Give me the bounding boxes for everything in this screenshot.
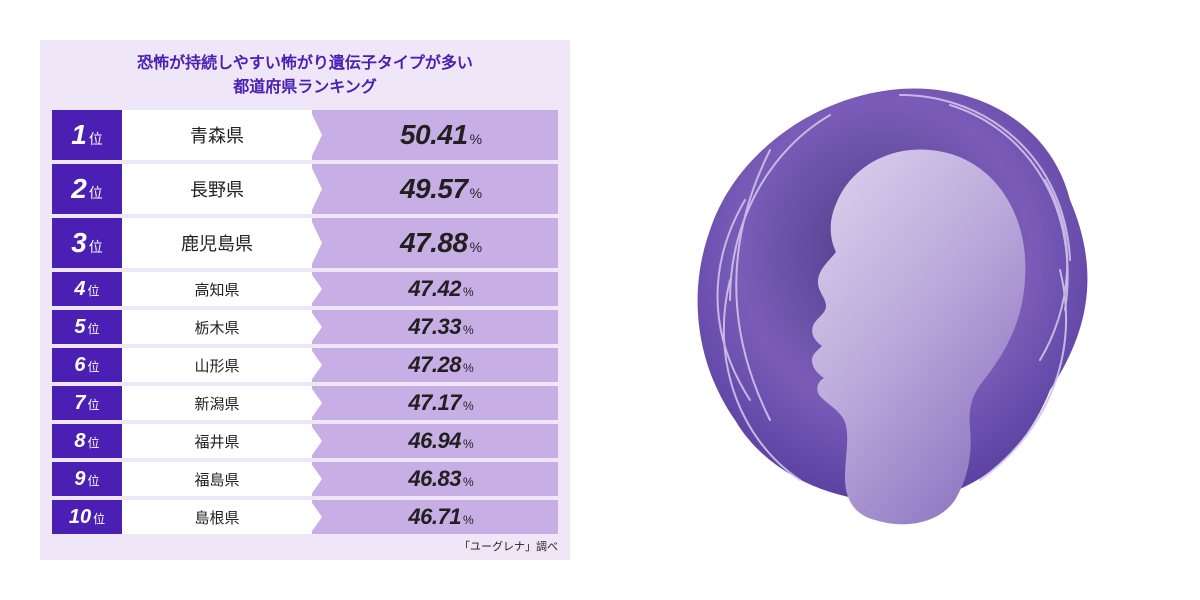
- percent-value: 46.83: [408, 462, 461, 496]
- prefecture-cell: 山形県: [122, 348, 312, 382]
- rank-suffix: 位: [88, 282, 100, 299]
- percent-sign: %: [463, 285, 474, 299]
- percent-value: 50.41: [400, 110, 468, 160]
- rank-number: 2: [71, 164, 87, 214]
- percent-cell: 46.83%: [312, 462, 558, 496]
- percent-value: 46.94: [408, 424, 461, 458]
- percent-value: 47.88: [400, 218, 468, 268]
- rank-badge: 10位: [52, 500, 122, 534]
- prefecture-cell: 新潟県: [122, 386, 312, 420]
- rank-number: 6: [74, 348, 85, 382]
- percent-cell: 47.88%: [312, 218, 558, 268]
- rank-badge: 1位: [52, 110, 122, 160]
- rank-badge: 4位: [52, 272, 122, 306]
- percent-sign: %: [463, 475, 474, 489]
- percent-sign: %: [470, 131, 482, 147]
- rank-suffix: 位: [88, 396, 100, 413]
- prefecture-cell: 高知県: [122, 272, 312, 306]
- rank-suffix: 位: [88, 358, 100, 375]
- rank-number: 9: [74, 462, 85, 496]
- ranking-row: 2位 長野県 49.57%: [52, 164, 558, 214]
- prefecture-cell: 青森県: [122, 110, 312, 160]
- ranking-row: 7位 新潟県 47.17%: [52, 386, 558, 420]
- prefecture-name: 福島県: [194, 469, 239, 490]
- percent-sign: %: [470, 185, 482, 201]
- percent-value: 47.28: [408, 348, 461, 382]
- percent-sign: %: [463, 513, 474, 527]
- rank-badge: 6位: [52, 348, 122, 382]
- rank-number: 3: [71, 218, 87, 268]
- prefecture-name: 新潟県: [194, 393, 239, 414]
- rank-number: 8: [74, 424, 85, 458]
- percent-cell: 47.17%: [312, 386, 558, 420]
- prefecture-cell: 長野県: [122, 164, 312, 214]
- prefecture-name: 山形県: [194, 355, 239, 376]
- rank-number: 4: [74, 272, 85, 306]
- rank-number: 7: [74, 386, 85, 420]
- ranking-row: 8位 福井県 46.94%: [52, 424, 558, 458]
- percent-value: 47.42: [408, 272, 461, 306]
- rank-suffix: 位: [89, 129, 103, 149]
- percent-cell: 49.57%: [312, 164, 558, 214]
- percent-sign: %: [463, 437, 474, 451]
- prefecture-name: 長野県: [190, 176, 244, 202]
- prefecture-name: 島根県: [194, 507, 239, 528]
- rank-badge: 9位: [52, 462, 122, 496]
- percent-value: 47.17: [408, 386, 461, 420]
- ranking-row: 5位 栃木県 47.33%: [52, 310, 558, 344]
- ranking-row: 10位 島根県 46.71%: [52, 500, 558, 534]
- percent-sign: %: [463, 323, 474, 337]
- panel-title: 恐怖が持続しやすい怖がり遺伝子タイプが多い 都道府県ランキング: [52, 52, 558, 100]
- percent-value: 46.71: [408, 500, 461, 534]
- credit-line: 「ユーグレナ」調べ: [52, 538, 558, 554]
- percent-sign: %: [470, 239, 482, 255]
- prefecture-cell: 福井県: [122, 424, 312, 458]
- rank-number: 10: [69, 500, 91, 534]
- prefecture-name: 栃木県: [194, 317, 239, 338]
- percent-value: 47.33: [408, 310, 461, 344]
- percent-cell: 50.41%: [312, 110, 558, 160]
- prefecture-name: 鹿児島県: [181, 230, 253, 256]
- ranking-row: 1位 青森県 50.41%: [52, 110, 558, 160]
- rank-badge: 5位: [52, 310, 122, 344]
- rank-suffix: 位: [88, 472, 100, 489]
- title-line-1: 恐怖が持続しやすい怖がり遺伝子タイプが多い: [137, 55, 473, 72]
- rank-badge: 7位: [52, 386, 122, 420]
- rank-suffix: 位: [88, 434, 100, 451]
- percent-sign: %: [463, 361, 474, 375]
- rank-badge: 8位: [52, 424, 122, 458]
- percent-cell: 46.94%: [312, 424, 558, 458]
- percent-value: 49.57: [400, 164, 468, 214]
- percent-cell: 47.28%: [312, 348, 558, 382]
- prefecture-cell: 鹿児島県: [122, 218, 312, 268]
- silhouette-svg: [650, 60, 1130, 540]
- prefecture-name: 福井県: [194, 431, 239, 452]
- prefecture-cell: 福島県: [122, 462, 312, 496]
- rank-suffix: 位: [89, 183, 103, 203]
- prefecture-name: 高知県: [194, 279, 239, 300]
- ranking-row: 9位 福島県 46.83%: [52, 462, 558, 496]
- ranking-row: 3位 鹿児島県 47.88%: [52, 218, 558, 268]
- percent-cell: 47.33%: [312, 310, 558, 344]
- percent-cell: 47.42%: [312, 272, 558, 306]
- percent-sign: %: [463, 399, 474, 413]
- ranking-panel: 恐怖が持続しやすい怖がり遺伝子タイプが多い 都道府県ランキング 1位青森県50.…: [40, 40, 570, 560]
- prefecture-cell: 島根県: [122, 500, 312, 534]
- rank-suffix: 位: [89, 237, 103, 257]
- rank-number: 5: [74, 310, 85, 344]
- prefecture-cell: 栃木県: [122, 310, 312, 344]
- prefecture-name: 青森県: [190, 122, 244, 148]
- rank-suffix: 位: [88, 320, 100, 337]
- ranking-rows: 1位青森県50.41%2位長野県49.57%3位鹿児島県47.88%4位高知県4…: [52, 110, 558, 534]
- rank-number: 1: [71, 110, 87, 160]
- title-line-2: 都道府県ランキング: [233, 79, 377, 96]
- rank-suffix: 位: [93, 510, 105, 527]
- illustration: [650, 60, 1130, 540]
- percent-cell: 46.71%: [312, 500, 558, 534]
- ranking-row: 4位 高知県 47.42%: [52, 272, 558, 306]
- rank-badge: 2位: [52, 164, 122, 214]
- ranking-row: 6位 山形県 47.28%: [52, 348, 558, 382]
- rank-badge: 3位: [52, 218, 122, 268]
